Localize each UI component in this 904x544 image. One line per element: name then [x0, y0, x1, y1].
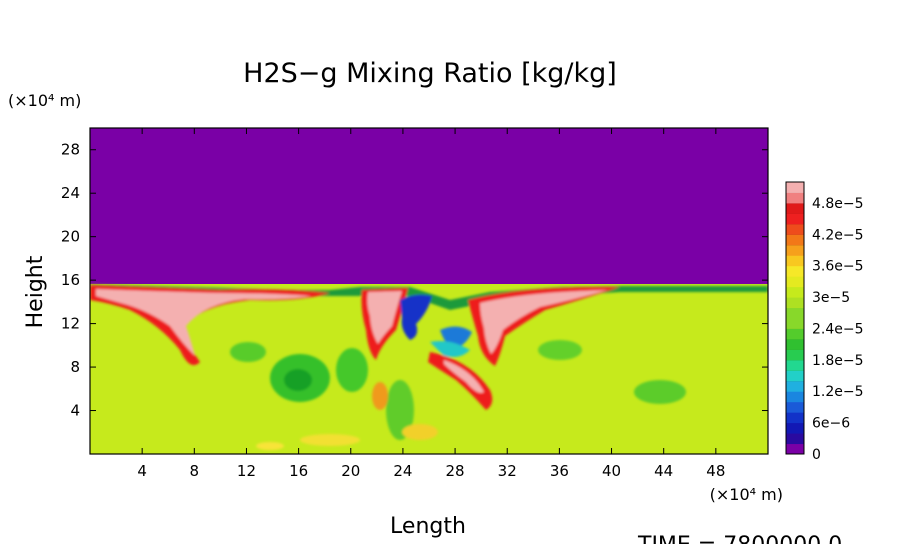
colorbar-tick-label: 3e−5	[812, 290, 850, 306]
y-tick-label: 28	[61, 141, 80, 159]
x-axis-label: Length	[390, 514, 466, 539]
y-tick-label: 12	[61, 315, 80, 333]
x-tick-label: 20	[341, 462, 360, 480]
colorbar-tick-label: 1.2e−5	[812, 384, 864, 400]
left-plume-core	[96, 289, 312, 356]
colorbar-band	[786, 234, 804, 246]
y-tick-label: 16	[61, 271, 80, 289]
colorbar-band	[786, 276, 804, 288]
colorbar-band	[786, 338, 804, 350]
lower-red-filament	[428, 352, 493, 410]
colorbar-tick-label: 6e−6	[812, 416, 850, 432]
colorbar-tick-label: 3.6e−5	[812, 259, 864, 275]
warm-patch-2	[402, 424, 438, 440]
right-plume-core	[480, 290, 608, 354]
x-tick-label: 24	[393, 462, 412, 480]
y-tick-label: 8	[70, 358, 80, 376]
eddy-2	[336, 348, 368, 392]
x-axis-ticks: 4 8 12 16 20 24 28 32 36 40 44 48	[137, 128, 725, 480]
colorbar-band	[786, 255, 804, 267]
x-tick-label: 44	[654, 462, 673, 480]
colorbar-band	[786, 412, 804, 424]
cyan-filament	[430, 341, 470, 358]
y-axis-unit: (×10⁴ m)	[8, 91, 81, 110]
y-axis-label: Height	[23, 255, 48, 328]
colorbar-band	[786, 318, 804, 329]
colorbar-band	[786, 307, 804, 319]
colorbar-band	[786, 182, 804, 193]
x-tick-label: 16	[289, 462, 308, 480]
colorbar-band	[786, 265, 804, 277]
colorbar-band	[786, 349, 804, 361]
colorbar-tick-label: 2.4e−5	[812, 321, 864, 337]
y-tick-label: 4	[70, 402, 80, 420]
eddy-6	[386, 380, 414, 440]
x-axis-unit: (×10⁴ m)	[710, 485, 783, 504]
colorbar-tick-label: 1.8e−5	[812, 353, 864, 369]
x-tick-label: 32	[498, 462, 517, 480]
x-tick-label: 40	[602, 462, 621, 480]
colorbar-band	[786, 286, 804, 298]
y-tick-label: 24	[61, 184, 80, 202]
colorbar-band	[786, 223, 804, 235]
x-tick-label: 12	[237, 462, 256, 480]
colorbar-band	[786, 391, 804, 403]
warm-patch-1	[300, 434, 360, 446]
colorbar-band	[786, 213, 804, 225]
plot-frame	[89, 127, 769, 455]
colorbar-band	[786, 328, 804, 340]
colorbar-band	[786, 422, 804, 434]
colorbar-band	[786, 244, 804, 256]
center-plume-core	[367, 291, 402, 344]
colorbar-band	[786, 443, 804, 455]
upper-layer	[90, 128, 768, 284]
blue-intrusion-1	[400, 294, 432, 340]
y-tick-label: 20	[61, 228, 80, 246]
colorbar-tick-label: 4.8e−5	[812, 196, 864, 212]
colorbar-band	[786, 380, 804, 392]
colorbar-tick-label: 4.2e−5	[812, 227, 864, 243]
eddy-3	[230, 342, 266, 362]
colorbar	[786, 181, 804, 455]
warm-patch-3	[256, 442, 284, 450]
heatmap	[90, 128, 768, 454]
colorbar-band	[786, 192, 804, 204]
colorbar-ticks: 0 6e−6 1.2e−5 1.8e−5 2.4e−5 3e−5 3.6e−5 4.2e−5 4…	[812, 196, 864, 463]
chart-title: H2S−g Mixing Ratio [kg/kg]	[243, 58, 617, 89]
x-tick-label: 36	[550, 462, 569, 480]
x-tick-label: 48	[706, 462, 725, 480]
colorbar-band	[786, 359, 804, 371]
colorbar-band	[786, 370, 804, 382]
colorbar-frame	[785, 181, 805, 455]
lower-pink-filament	[444, 360, 484, 393]
eddy-4	[634, 380, 686, 404]
x-tick-label: 4	[137, 462, 147, 480]
colorbar-band	[786, 433, 804, 445]
y-axis-ticks: 4 8 12 16 20 24 28	[61, 141, 768, 420]
colorbar-band	[786, 202, 804, 214]
colorbar-band	[786, 401, 804, 413]
warm-patch-4	[372, 382, 388, 410]
x-tick-label: 28	[446, 462, 465, 480]
x-tick-label: 8	[190, 462, 200, 480]
eddy-1-core	[284, 369, 312, 391]
eddy-5	[538, 340, 582, 360]
colorbar-tick-label: 0	[812, 447, 821, 463]
time-label: TIME = 7800000.0	[637, 533, 842, 544]
colorbar-band	[786, 297, 804, 309]
plume-features	[90, 284, 768, 450]
